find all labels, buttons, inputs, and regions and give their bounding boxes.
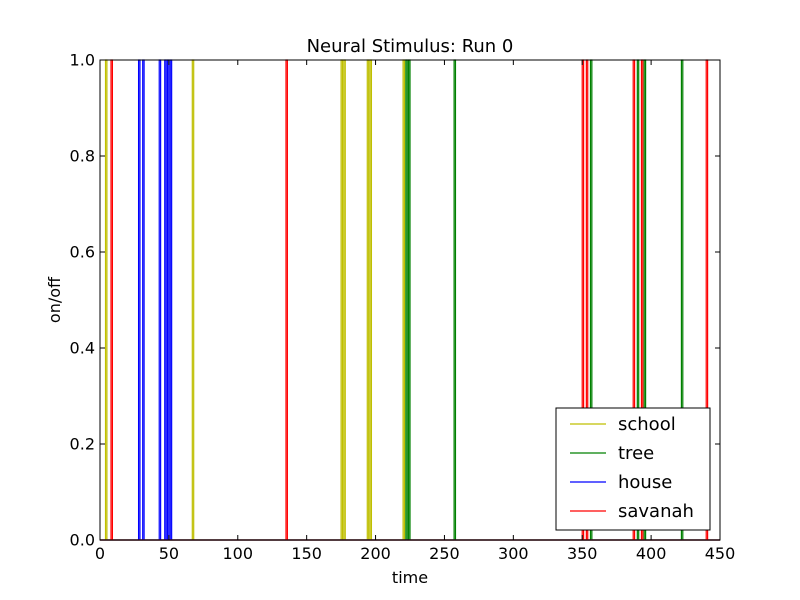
y-tick-label: 0.0 xyxy=(70,531,95,550)
legend-label-tree: tree xyxy=(618,443,654,464)
x-tick-label: 250 xyxy=(429,544,460,563)
legend-label-school: school xyxy=(618,414,676,435)
y-tick-label: 0.6 xyxy=(70,243,95,262)
y-tick-label: 1.0 xyxy=(70,51,95,70)
chart-title: Neural Stimulus: Run 0 xyxy=(307,36,514,57)
ticks-layer: 0 50 100 150 200 250 300 350 400 450 0.0 0.2 0.4 0.6 0… xyxy=(70,51,736,564)
x-tick-label: 300 xyxy=(498,544,529,563)
y-tick-label: 0.8 xyxy=(70,147,95,166)
legend-label-savanah: savanah xyxy=(618,501,694,522)
legend-label-house: house xyxy=(618,472,672,493)
x-tick-label: 50 xyxy=(159,544,179,563)
legend-box xyxy=(555,407,711,531)
y-tick-label: 0.4 xyxy=(70,339,95,358)
y-axis-label: on/off xyxy=(45,276,64,323)
x-tick-label: 150 xyxy=(291,544,322,563)
legend: school tree house savanah xyxy=(555,407,711,531)
x-tick-label: 350 xyxy=(567,544,598,563)
x-axis-label: time xyxy=(392,568,428,587)
plot-frame xyxy=(99,59,721,541)
x-tick-label: 200 xyxy=(360,544,391,563)
x-tick-label: 400 xyxy=(636,544,667,563)
x-tick-label: 0 xyxy=(95,544,105,563)
x-tick-label: 100 xyxy=(223,544,254,563)
x-tick-label: 450 xyxy=(705,544,736,563)
y-tick-label: 0.2 xyxy=(70,435,95,454)
